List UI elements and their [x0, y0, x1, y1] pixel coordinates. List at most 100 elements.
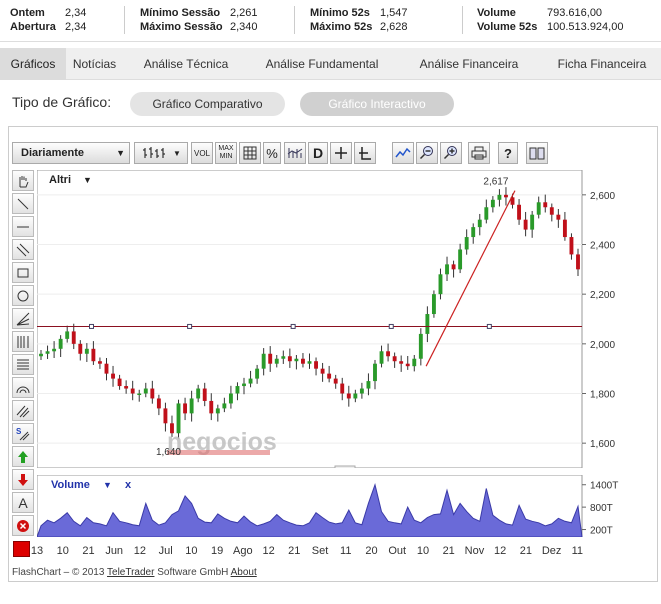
volume-icon[interactable]: VOL: [191, 142, 213, 164]
teletrader-link[interactable]: TeleTrader: [107, 567, 155, 578]
stat-value: 2,628: [380, 21, 408, 33]
period-value: Diariamente: [21, 147, 84, 159]
delete-icon[interactable]: [12, 515, 34, 536]
volume-label[interactable]: Volume: [51, 479, 90, 491]
candle-body: [359, 388, 364, 394]
candle-body: [327, 373, 332, 379]
color-picker[interactable]: [13, 541, 30, 557]
crosshair-icon[interactable]: [330, 142, 352, 164]
channel-icon[interactable]: [12, 400, 34, 421]
candle-body: [183, 403, 188, 414]
candle-body: [222, 403, 227, 409]
book-icon[interactable]: [526, 142, 548, 164]
fan-icon[interactable]: [12, 308, 34, 329]
period-select[interactable]: Diariamente ▼: [12, 142, 130, 164]
indicator-icon[interactable]: [392, 142, 414, 164]
candle-body: [202, 388, 207, 401]
stat-label: Volume 52s: [477, 21, 538, 33]
candle-body: [150, 388, 155, 399]
d-icon[interactable]: D: [308, 142, 328, 164]
max-min-icon[interactable]: MAX MIN: [215, 142, 237, 164]
comparative-chart-button[interactable]: Gráfico Comparativo: [130, 92, 285, 116]
stat-value: 2,340: [230, 21, 258, 33]
candle-body: [549, 207, 554, 215]
volume-y-tick-label: 800T: [590, 503, 613, 514]
stat-label: Mínimo 52s: [310, 7, 370, 19]
horizontal-line-icon[interactable]: [12, 216, 34, 237]
candle-body: [392, 356, 397, 362]
candle-body: [189, 398, 194, 414]
candle-body: [464, 237, 469, 250]
candle-body: [333, 378, 338, 384]
zoom-out-icon[interactable]: [416, 142, 438, 164]
x-tick-label: 13: [31, 545, 43, 557]
interactive-chart-button[interactable]: Gráfico Interactivo: [300, 92, 454, 116]
arc-icon[interactable]: [12, 377, 34, 398]
line-handle: [290, 323, 296, 329]
retracement-icon[interactable]: [12, 354, 34, 375]
about-link[interactable]: About: [230, 567, 257, 578]
candle-body: [215, 408, 220, 414]
x-tick-label: 10: [57, 545, 69, 557]
tab-ficha-financeira[interactable]: Ficha Financeira: [557, 57, 647, 71]
instrument-dropdown-icon[interactable]: ▼: [83, 175, 92, 185]
y-tick-label: 2,400: [590, 241, 615, 252]
x-tick-label: 21: [520, 545, 532, 557]
chart-type-icon[interactable]: ▼: [134, 142, 188, 164]
compare-icon[interactable]: [284, 142, 306, 164]
panel-resize-handle[interactable]: [334, 465, 356, 468]
percent-icon[interactable]: %: [263, 142, 281, 164]
candle-body: [504, 194, 508, 198]
line-icon[interactable]: [12, 193, 34, 214]
candle-body: [58, 338, 63, 349]
volume-close-button[interactable]: x: [125, 479, 132, 491]
parallel-lines-icon[interactable]: [12, 239, 34, 260]
x-tick-label: 12: [494, 545, 506, 557]
buy-arrow-icon[interactable]: [12, 446, 34, 467]
x-tick-label: 11: [340, 545, 351, 557]
tab-graficos[interactable]: Gráficos: [0, 48, 66, 80]
stat-label: Mínimo Sessão: [140, 7, 221, 19]
print-icon[interactable]: [468, 142, 490, 164]
x-tick-label: 12: [262, 545, 274, 557]
stat-label: Ontem: [10, 7, 45, 19]
instrument-label[interactable]: Altri: [49, 174, 71, 186]
candle-body: [445, 264, 449, 275]
volume-dropdown-icon[interactable]: ▼: [103, 480, 112, 490]
x-tick-label: 20: [365, 545, 377, 557]
x-tick-label: 19: [211, 545, 223, 557]
s-lines-icon[interactable]: S: [12, 423, 34, 444]
x-tick-label: Jun: [105, 545, 123, 557]
help-icon[interactable]: ?: [498, 142, 518, 164]
l-icon[interactable]: [354, 142, 376, 164]
candle-body: [373, 363, 377, 382]
trend-line: [425, 190, 516, 367]
circle-icon[interactable]: [12, 285, 34, 306]
x-tick-label: 10: [417, 545, 429, 557]
rectangle-icon[interactable]: [12, 262, 34, 283]
footer-middle: Software GmbH: [154, 567, 231, 578]
candle-body: [530, 214, 535, 230]
grid-icon[interactable]: [239, 142, 261, 164]
sell-arrow-icon[interactable]: [12, 469, 34, 490]
x-tick-label: 21: [82, 545, 94, 557]
candle-body: [451, 264, 456, 270]
volume-chart[interactable]: 1400T 800T 200T Volume ▼ x: [37, 475, 657, 537]
candle-body: [255, 368, 260, 379]
tab-analise-financeira[interactable]: Análise Financeira: [419, 57, 519, 71]
x-tick-label: 10: [185, 545, 197, 557]
min-label: MIN: [219, 153, 233, 160]
text-icon[interactable]: A: [12, 492, 34, 513]
y-tick-label: 2,600: [590, 191, 615, 202]
tab-analise-fundamental[interactable]: Análise Fundamental: [265, 57, 379, 71]
candle-body: [111, 373, 115, 379]
hand-icon[interactable]: [12, 170, 34, 191]
candle-body: [346, 393, 351, 399]
tab-analise-tecnica[interactable]: Análise Técnica: [143, 57, 229, 71]
zoom-in-icon[interactable]: [440, 142, 462, 164]
tab-noticias[interactable]: Notícias: [72, 57, 117, 71]
fibonacci-icon[interactable]: [12, 331, 34, 352]
candle-body: [39, 353, 43, 357]
x-tick-label: Dez: [542, 545, 562, 557]
